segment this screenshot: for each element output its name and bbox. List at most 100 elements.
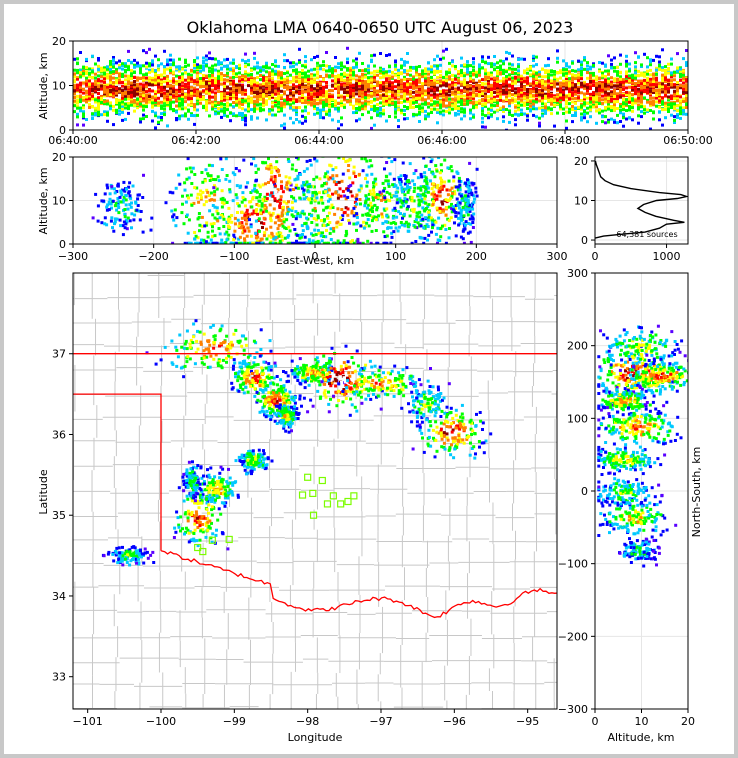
source-point	[538, 90, 541, 94]
source-point	[262, 90, 265, 94]
source-point	[601, 82, 604, 86]
source-point	[280, 81, 283, 85]
source-point	[559, 103, 562, 107]
source-point	[220, 92, 223, 96]
source-point	[424, 81, 427, 85]
source-point	[460, 103, 463, 107]
source-point	[325, 96, 328, 100]
source-point	[262, 108, 265, 112]
source-point	[142, 73, 145, 77]
source-point	[133, 80, 136, 83]
source-point	[373, 73, 376, 77]
source-point	[112, 123, 115, 127]
source-point	[244, 90, 247, 94]
source-point	[505, 50, 508, 54]
source-point	[625, 109, 628, 112]
source-point	[187, 89, 190, 93]
source-point	[550, 97, 553, 101]
source-point	[286, 87, 289, 91]
source-point	[442, 79, 445, 83]
source-point	[172, 84, 175, 88]
source-point	[616, 70, 619, 74]
source-point	[226, 57, 229, 61]
source-point	[523, 101, 526, 105]
source-point	[313, 107, 316, 111]
source-point	[520, 103, 523, 107]
source-point	[367, 80, 370, 84]
source-point	[601, 71, 604, 75]
source-point	[82, 91, 85, 95]
source-point	[607, 120, 610, 124]
source-point	[619, 120, 622, 123]
source-point	[277, 109, 280, 113]
source-point	[307, 74, 310, 78]
source-point	[544, 71, 547, 75]
source-point	[529, 100, 532, 104]
source-point	[514, 81, 517, 85]
source-point	[301, 101, 304, 104]
source-point	[469, 77, 472, 81]
source-point	[613, 56, 616, 60]
source-point	[556, 93, 559, 97]
source-point	[472, 115, 475, 119]
source-point	[133, 99, 136, 102]
source-point	[571, 85, 574, 89]
source-point	[610, 66, 613, 70]
source-point	[538, 106, 541, 110]
source-point	[241, 113, 244, 117]
source-point	[436, 80, 439, 84]
source-point	[598, 77, 601, 80]
source-point	[397, 75, 400, 79]
source-point	[211, 73, 214, 77]
source-point	[472, 79, 475, 83]
source-point	[403, 85, 406, 89]
source-point	[115, 102, 118, 106]
source-point	[571, 73, 574, 77]
source-point	[322, 116, 325, 120]
source-point	[583, 97, 586, 101]
source-point	[466, 67, 469, 71]
source-point	[328, 92, 331, 96]
source-point	[172, 100, 175, 104]
source-point	[145, 85, 148, 89]
source-point	[382, 88, 385, 91]
source-point	[253, 83, 256, 87]
source-point	[199, 95, 202, 98]
source-point	[610, 98, 613, 101]
source-point	[148, 68, 151, 72]
source-point	[100, 84, 103, 88]
source-point	[502, 99, 505, 103]
source-point	[628, 85, 631, 89]
source-point	[583, 92, 586, 96]
source-point	[112, 108, 115, 112]
source-point	[244, 52, 247, 56]
source-point	[205, 83, 208, 87]
source-point	[514, 118, 517, 122]
source-point	[214, 110, 217, 114]
source-point	[154, 100, 157, 104]
source-point	[109, 60, 112, 63]
source-point	[334, 102, 337, 106]
source-point	[349, 76, 352, 80]
source-point	[211, 81, 214, 85]
source-point	[379, 114, 382, 118]
source-point	[562, 90, 565, 94]
source-point	[466, 99, 469, 103]
source-point	[166, 84, 169, 88]
source-point	[547, 69, 550, 73]
source-point	[364, 75, 367, 79]
source-point	[190, 91, 193, 95]
source-point	[208, 88, 211, 91]
source-point	[124, 74, 127, 78]
source-point	[493, 91, 496, 94]
source-point	[484, 68, 487, 72]
source-point	[292, 78, 295, 81]
source-point	[589, 74, 592, 78]
source-point	[469, 99, 472, 103]
source-point	[559, 96, 562, 100]
source-point	[241, 58, 244, 62]
source-point	[511, 82, 514, 86]
source-point	[448, 75, 451, 79]
source-point	[274, 81, 277, 84]
source-point	[232, 96, 235, 100]
